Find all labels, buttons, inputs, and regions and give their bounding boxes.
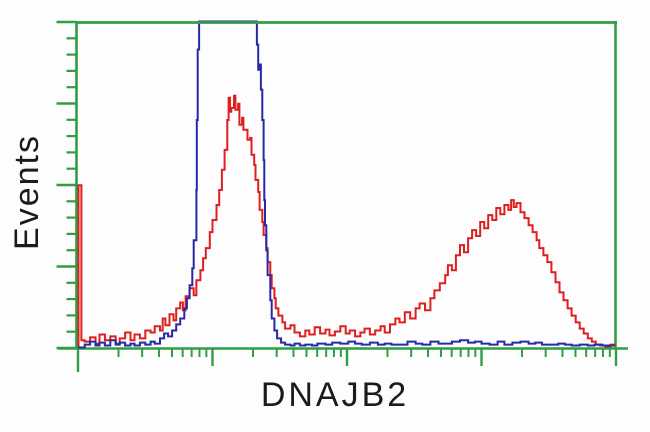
x-axis-label: DNAJB2 [261, 376, 409, 414]
red-trace [77, 94, 616, 349]
axes-and-ticks [56, 20, 628, 372]
histogram-traces [77, 20, 616, 349]
y-axis-label: Events [8, 134, 46, 250]
blue-trace [78, 20, 615, 349]
